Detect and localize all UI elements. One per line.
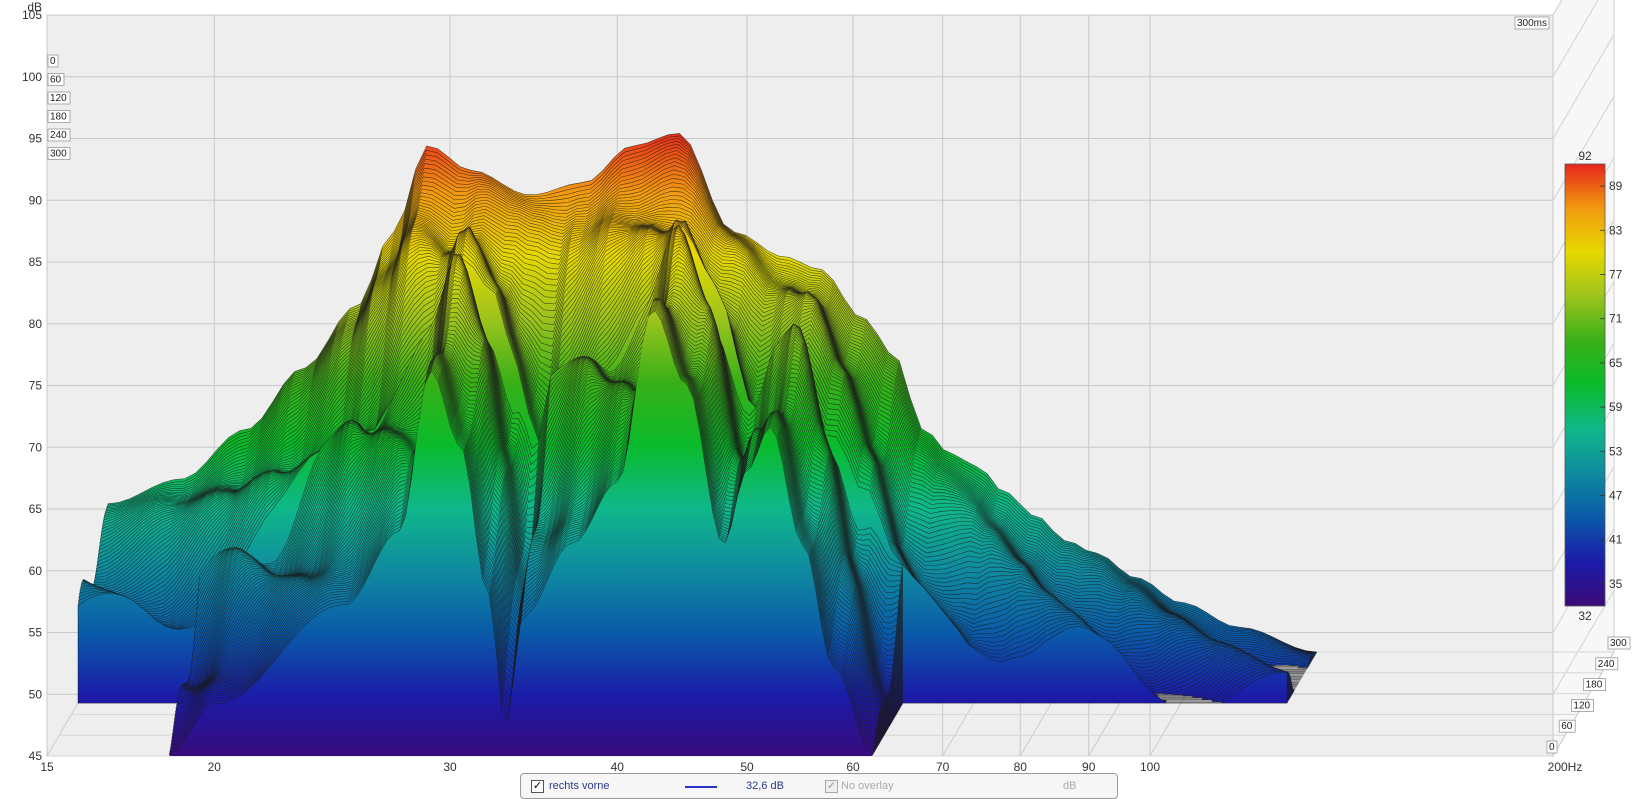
time-tick-label: 180 bbox=[1586, 680, 1603, 691]
y-tick-label: 65 bbox=[29, 502, 43, 516]
time-tick-left: 60 bbox=[47, 73, 65, 86]
color-scale-tick-label: 83 bbox=[1609, 223, 1623, 237]
color-scale-bar bbox=[1564, 163, 1606, 607]
y-tick-label: 105 bbox=[22, 8, 42, 22]
time-label-box bbox=[1558, 719, 1576, 733]
time-tick-label: 120 bbox=[50, 93, 67, 104]
time-label-box bbox=[1571, 699, 1594, 712]
series-value: 32,6 dB bbox=[746, 780, 784, 792]
axis-labels: 15 20 30 40 50 60 70 80 90 100 200Hz 45 50 55 60 65 70 75… bbox=[22, 0, 1631, 773]
x-tick-label: 90 bbox=[1082, 760, 1096, 773]
color-scale-tick-label: 77 bbox=[1609, 268, 1623, 282]
y-tick-label: 45 bbox=[29, 749, 43, 763]
wall-line bbox=[1552, 34, 1615, 139]
y-tick-label: 95 bbox=[29, 132, 43, 146]
x-tick-label: 60 bbox=[846, 760, 860, 773]
time-tick-right: 240 bbox=[1595, 657, 1619, 671]
time-tick-left: 180 bbox=[47, 110, 71, 123]
y-tick-label: 70 bbox=[29, 440, 43, 454]
color-scale-tick-label: 71 bbox=[1609, 312, 1623, 326]
time-tick-right: 0 bbox=[1546, 740, 1558, 754]
color-scale-tick-label: 35 bbox=[1609, 577, 1623, 591]
time-label-box bbox=[1546, 740, 1558, 754]
y-tick-label: 50 bbox=[29, 687, 43, 701]
y-tick-label: 90 bbox=[29, 193, 43, 207]
time-axis-end-label: 300ms bbox=[1514, 16, 1550, 30]
y-tick-label: 85 bbox=[29, 255, 43, 269]
color-scale-tick-label: 41 bbox=[1609, 533, 1623, 547]
time-tick-label: 180 bbox=[50, 112, 67, 123]
time-tick-right: 60 bbox=[1558, 719, 1576, 733]
time-label-box bbox=[47, 91, 71, 105]
overlay-checkbox[interactable]: ✓ bbox=[825, 780, 838, 793]
time-tick-label: 0 bbox=[1549, 742, 1555, 753]
series-name: rechts vorne bbox=[549, 780, 610, 792]
time-tick-left: 120 bbox=[47, 91, 71, 105]
x-tick-label: 30 bbox=[443, 760, 457, 773]
time-tick-right: 120 bbox=[1571, 699, 1594, 712]
y-tick-label: 80 bbox=[29, 317, 43, 331]
time-tick-label: 240 bbox=[1598, 659, 1615, 670]
color-scale-tick-label: 47 bbox=[1609, 489, 1623, 503]
color-scale-max: 92 bbox=[1578, 149, 1592, 163]
y-tick-label: 55 bbox=[29, 626, 43, 640]
time-tick-label: 0 bbox=[50, 56, 56, 67]
waterfall-chart: 15 20 30 40 50 60 70 80 90 100 200Hz 45 50 55 60 65 70 75… bbox=[22, 0, 1631, 773]
time-tick-left: 240 bbox=[47, 128, 71, 142]
legend-bar: ✓ rechts vorne 32,6 dB ✓ No overlay dB bbox=[520, 773, 1118, 799]
wall-line bbox=[1552, 589, 1615, 695]
time-tick-label: 240 bbox=[50, 130, 67, 141]
time-tick-label: 300 bbox=[50, 149, 67, 160]
time-label-box bbox=[1595, 657, 1619, 671]
y-tick-label: 60 bbox=[29, 564, 43, 578]
time-label-box bbox=[47, 128, 71, 142]
color-scale-tick-label: 53 bbox=[1609, 444, 1623, 458]
y-tick-label: 100 bbox=[22, 70, 42, 84]
y-tick-label: 75 bbox=[29, 379, 43, 393]
waterfall-surface bbox=[77, 133, 1318, 756]
time-tick-label: 300 bbox=[1610, 638, 1627, 649]
time-tick-right: 300 bbox=[1607, 636, 1631, 650]
color-scale: 92 32 89 83 77 71 65 59 53 47 41 35 bbox=[1564, 149, 1623, 623]
time-tick-label: 120 bbox=[1573, 700, 1590, 711]
x-tick-label: 80 bbox=[1014, 760, 1028, 773]
time-label-box bbox=[1583, 678, 1606, 691]
time-tick-label: 60 bbox=[50, 75, 62, 86]
x-tick-label: 40 bbox=[611, 760, 625, 773]
time-label-box bbox=[47, 73, 65, 86]
time-tick-left: 0 bbox=[47, 54, 59, 68]
x-tick-label: 20 bbox=[208, 760, 222, 773]
wall-line bbox=[1552, 0, 1599, 78]
time-label-box bbox=[1607, 636, 1631, 650]
x-tick-label: 200Hz bbox=[1548, 760, 1583, 773]
x-tick-label: 50 bbox=[740, 760, 754, 773]
time-label-box bbox=[47, 147, 71, 160]
x-tick-label: 70 bbox=[936, 760, 950, 773]
time-tick-left: 300 bbox=[47, 147, 71, 160]
y-axis-unit: dB bbox=[27, 0, 42, 14]
front-slice bbox=[168, 312, 873, 756]
color-scale-min: 32 bbox=[1578, 609, 1592, 623]
overlay-label: No overlay bbox=[841, 780, 894, 792]
time-label-box bbox=[47, 54, 59, 68]
series-line-swatch bbox=[685, 786, 717, 788]
overlay-unit: dB bbox=[1063, 780, 1077, 792]
x-tick-label: 15 bbox=[40, 760, 54, 773]
series-checkbox[interactable]: ✓ bbox=[531, 780, 544, 793]
x-tick-label: 100 bbox=[1140, 760, 1160, 773]
time-tick-label: 300ms bbox=[1517, 18, 1547, 29]
time-tick-right: 180 bbox=[1583, 678, 1606, 691]
time-tick-label: 60 bbox=[1561, 721, 1573, 732]
time-label-box bbox=[47, 110, 71, 123]
wall-line bbox=[1552, 95, 1615, 201]
color-scale-tick-label: 59 bbox=[1609, 400, 1623, 414]
color-scale-tick-label: 65 bbox=[1609, 356, 1623, 370]
color-scale-tick-label: 89 bbox=[1609, 179, 1623, 193]
time-label-box bbox=[1514, 16, 1550, 30]
